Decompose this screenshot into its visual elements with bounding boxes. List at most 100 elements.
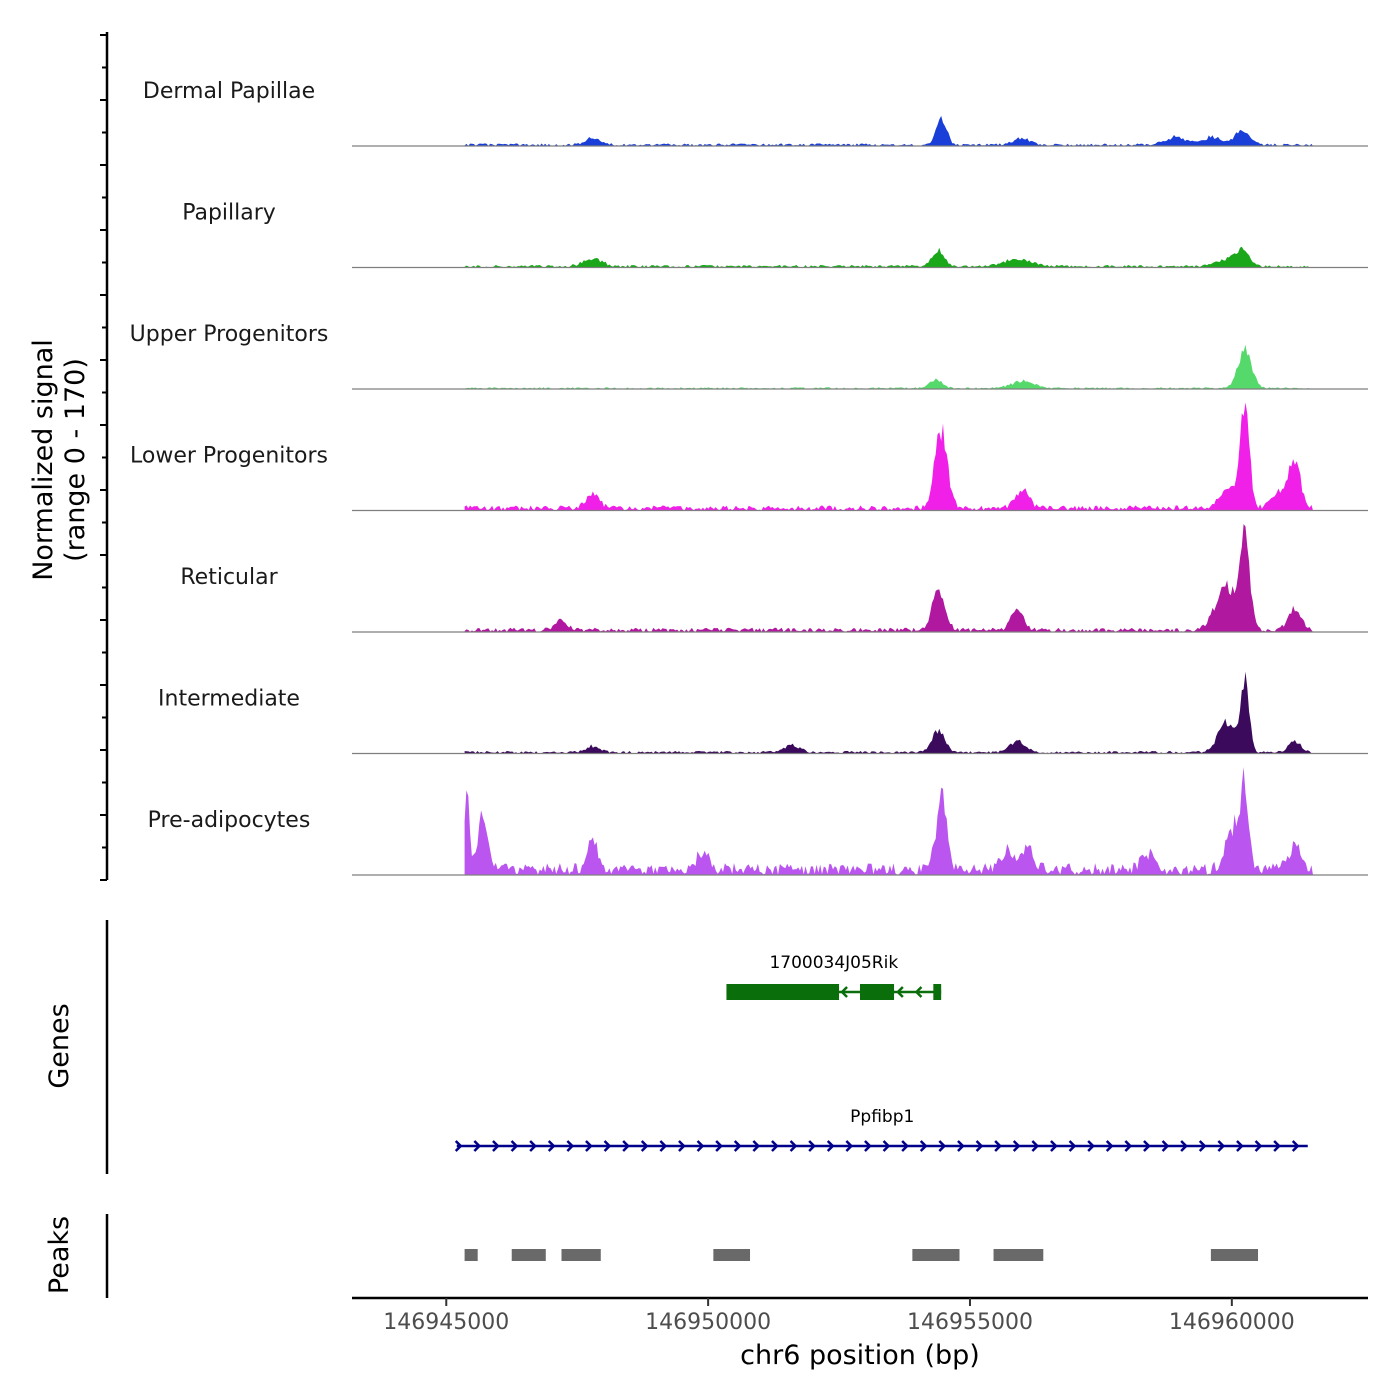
gene-strand-arrow (957, 1140, 965, 1152)
gene-strand-arrow (696, 1140, 705, 1152)
coverage-track: Papillary (182, 201, 1368, 269)
gene-strand-arrow (901, 1140, 909, 1152)
gene-strand-arrow (473, 1140, 482, 1152)
gene-strand-arrow (994, 1140, 1002, 1152)
coverage-track: Intermediate (158, 671, 1368, 755)
gene-strand-arrow (771, 1140, 779, 1152)
peak-regions (464, 1249, 1259, 1261)
coverage-ylabel-line1: Normalized signal (28, 339, 59, 581)
gene-strand-arrow (1068, 1140, 1077, 1152)
gene-strand-arrow (1124, 1140, 1133, 1152)
gene-exon (860, 984, 895, 1000)
genes-panel: Genes 1700034J05Rik Ppfibp1 (44, 920, 1308, 1174)
peak-region (464, 1249, 478, 1261)
gene-strand-arrow (864, 1140, 872, 1152)
gene-strand-arrow (845, 1140, 854, 1152)
coverage-ylabel-line2: (range 0 - 170) (60, 358, 91, 562)
peak-region (561, 1249, 601, 1261)
gene-strand-arrow (1273, 1140, 1281, 1152)
peak-region (713, 1249, 751, 1261)
gene-strand-arrow (808, 1140, 816, 1152)
gene-strand-arrow (975, 1140, 984, 1152)
gene-strand-arrow (1254, 1140, 1263, 1152)
gene-strand-arrow (1180, 1140, 1188, 1152)
gene-strand-arrow (789, 1140, 798, 1152)
gene-strand-arrow (1050, 1140, 1058, 1152)
genes-ylabel: Genes (44, 1003, 75, 1088)
x-tick-label: 146960000 (1169, 1310, 1295, 1335)
coverage-signal-area (464, 115, 1314, 146)
peak-region (1210, 1249, 1259, 1261)
gene-strand-arrow (566, 1140, 575, 1152)
gene-strand-arrow (1161, 1140, 1170, 1152)
gene-exon (726, 984, 840, 1000)
x-tick-label: 146955000 (907, 1310, 1033, 1335)
coverage-signal-area (464, 246, 1314, 268)
gene-strand-arrow (622, 1140, 630, 1152)
gene-strand-arrow (659, 1140, 668, 1152)
gene-strand-arrow (1143, 1140, 1151, 1152)
gene-strand-arrow (1236, 1140, 1244, 1152)
coverage-track: Lower Progenitors (130, 402, 1368, 512)
gene-strand-arrow (826, 1140, 835, 1152)
coverage-track: Upper Progenitors (130, 322, 1368, 390)
gene-strand-arrow (733, 1140, 742, 1152)
gene-strand-arrow (896, 986, 904, 998)
gene-strand-arrow (1087, 1140, 1095, 1152)
x-axis-label: chr6 position (bp) (740, 1340, 980, 1371)
peak-region (993, 1249, 1044, 1261)
gene-strand-arrow (678, 1140, 686, 1152)
peak-region (912, 1249, 960, 1261)
gene-strand-arrow (1198, 1140, 1207, 1152)
gene-label: Ppfibp1 (850, 1107, 914, 1127)
gene-strand-arrow (914, 986, 923, 998)
coverage-track-label: Reticular (180, 565, 278, 590)
coverage-track: Pre-adipocytes (148, 767, 1368, 876)
coverage-signal-area (464, 767, 1314, 875)
gene-strand-arrow (454, 1140, 463, 1152)
gene-model: Ppfibp1 (454, 1107, 1308, 1152)
x-tick-label: 146950000 (645, 1310, 771, 1335)
gene-strand-arrow (752, 1140, 761, 1152)
coverage-track-label: Intermediate (158, 687, 300, 712)
coverage-track-label: Upper Progenitors (130, 322, 329, 347)
coverage-track-label: Papillary (182, 201, 276, 226)
x-ticks: 146945000 146950000 146955000 146960000 (383, 1298, 1295, 1335)
coverage-track-label: Lower Progenitors (130, 444, 328, 469)
gene-model: 1700034J05Rik (726, 953, 942, 1000)
coverage-signal-area (464, 402, 1314, 511)
coverage-track-label: Dermal Papillae (143, 79, 315, 104)
gene-strand-arrow (603, 1140, 612, 1152)
coverage-signal-area (464, 344, 1314, 389)
coverage-signal-area (464, 671, 1314, 754)
gene-strand-arrow (715, 1140, 723, 1152)
gene-label: 1700034J05Rik (769, 953, 898, 973)
gene-strand-arrow (640, 1140, 649, 1152)
peaks-ylabel: Peaks (44, 1216, 75, 1294)
coverage-track: Dermal Papillae (143, 79, 1368, 147)
gene-strand-arrow (492, 1140, 500, 1152)
gene-strand-arrow (840, 986, 848, 998)
coverage-panel: Normalized signal (range 0 - 170) Dermal… (28, 32, 1368, 881)
gene-strand-arrow (1031, 1140, 1040, 1152)
gene-strand-arrow (1105, 1140, 1114, 1152)
gene-strand-arrow (1012, 1140, 1021, 1152)
gene-strand-arrow (1217, 1140, 1226, 1152)
gene-strand-arrow (585, 1140, 593, 1152)
x-axis: 146945000 146950000 146955000 146960000 chr… (352, 1296, 1368, 1371)
gene-exon (933, 984, 942, 1000)
gene-strand-arrow (882, 1140, 891, 1152)
peak-region (511, 1249, 546, 1261)
gene-strand-arrow (529, 1140, 537, 1152)
coverage-y-ticks (100, 34, 107, 881)
gene-strand-arrow (510, 1140, 519, 1152)
peaks-panel: Peaks (44, 1214, 1259, 1298)
coverage-track-label: Pre-adipocytes (148, 808, 311, 833)
gene-strand-arrow (547, 1140, 556, 1152)
coverage-tracks: Dermal Papillae Papillary Upper Progenitor… (130, 79, 1368, 876)
coverage-signal-area (464, 524, 1314, 632)
gene-strand-arrow (938, 1140, 947, 1152)
gene-models: 1700034J05Rik Ppfibp1 (454, 953, 1308, 1152)
x-tick-label: 146945000 (383, 1310, 509, 1335)
